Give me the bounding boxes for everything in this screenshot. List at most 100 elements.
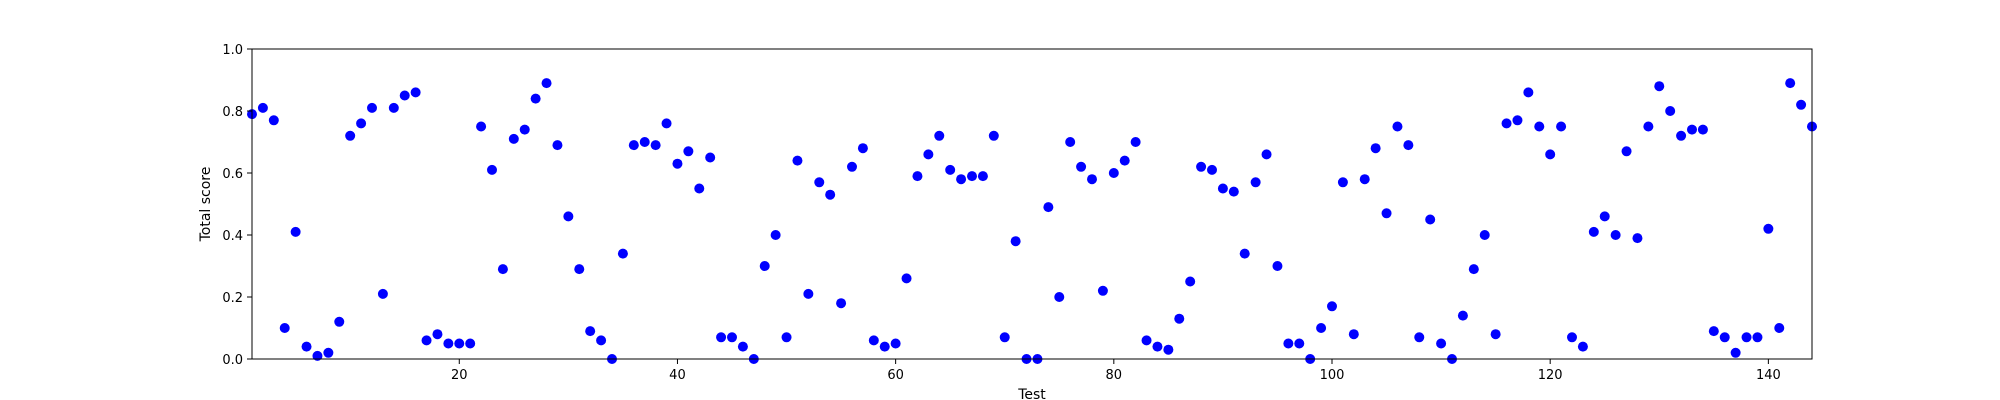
data-point	[1403, 140, 1414, 151]
data-point	[388, 102, 399, 113]
data-point	[694, 183, 705, 194]
data-point	[868, 335, 879, 346]
data-point	[476, 121, 487, 132]
data-point	[825, 189, 836, 200]
data-point	[1512, 115, 1523, 126]
data-point	[1196, 161, 1207, 172]
x-tick-label: 40	[669, 368, 686, 383]
y-tick-label: 0.2	[222, 291, 243, 306]
data-point	[1294, 338, 1305, 349]
data-point	[301, 341, 312, 352]
data-point	[519, 124, 530, 135]
y-tick-label: 0.0	[222, 353, 243, 368]
data-point	[792, 155, 803, 166]
data-point	[1654, 81, 1665, 92]
data-point	[1130, 137, 1141, 147]
x-tick-label: 20	[451, 368, 468, 383]
data-point	[661, 118, 672, 129]
data-point	[1457, 310, 1468, 321]
data-point	[672, 158, 683, 169]
plot-area-frame	[251, 48, 1813, 360]
y-axis: 0.0 0.2 0.4 0.6 0.8 1.0	[222, 43, 252, 368]
data-point	[1468, 264, 1479, 275]
data-point	[432, 329, 443, 340]
data-point	[1010, 236, 1021, 247]
data-point	[1097, 285, 1108, 296]
x-tick-label: 80	[1106, 368, 1123, 383]
data-point	[1207, 164, 1217, 175]
data-point	[268, 115, 279, 126]
data-point	[1730, 347, 1741, 358]
data-point	[934, 130, 945, 141]
data-point	[487, 164, 497, 175]
data-point	[356, 118, 367, 129]
data-point	[1501, 118, 1512, 129]
data-point	[1436, 338, 1447, 349]
data-point	[1272, 261, 1283, 271]
data-point	[1141, 335, 1152, 346]
y-tick-label: 0.4	[222, 229, 243, 244]
data-point	[1283, 338, 1294, 349]
data-point	[1228, 186, 1239, 197]
data-point	[879, 341, 890, 352]
data-point	[1414, 332, 1425, 343]
data-point	[596, 335, 607, 346]
data-point	[1523, 87, 1534, 98]
data-point	[1250, 177, 1261, 188]
data-point	[1152, 341, 1163, 352]
data-point	[1610, 230, 1621, 240]
data-point	[497, 264, 508, 275]
x-tick-label: 140	[1756, 368, 1781, 383]
data-point	[257, 102, 268, 113]
data-point	[585, 326, 596, 337]
data-point	[912, 171, 923, 182]
data-point	[781, 332, 792, 343]
y-tick-label: 0.6	[222, 167, 243, 182]
data-point	[999, 332, 1010, 343]
data-point	[552, 140, 563, 151]
data-point	[1174, 313, 1185, 324]
data-point	[1217, 183, 1228, 194]
data-point	[279, 323, 290, 333]
data-point	[1163, 344, 1174, 355]
x-axis: 20 40 60 80 100 120 140	[451, 359, 1781, 383]
data-point	[770, 230, 781, 240]
data-point	[1479, 230, 1490, 240]
points-layer	[247, 78, 1817, 364]
data-point	[1599, 211, 1610, 222]
data-point	[1697, 124, 1708, 135]
data-point	[1676, 130, 1687, 141]
data-point	[1556, 121, 1567, 132]
data-point	[1632, 233, 1643, 244]
data-point	[705, 152, 716, 163]
data-point	[465, 338, 476, 349]
data-point	[650, 140, 661, 151]
data-point	[290, 226, 301, 237]
data-point	[454, 338, 465, 349]
data-point	[1370, 143, 1381, 154]
data-point	[617, 248, 628, 259]
data-point	[530, 93, 541, 104]
data-point	[923, 149, 934, 160]
data-point	[967, 171, 977, 182]
y-tick-label: 0.8	[222, 105, 243, 120]
data-point	[1534, 121, 1545, 132]
data-point	[1359, 174, 1370, 185]
data-point	[399, 90, 410, 101]
data-point	[1381, 208, 1392, 219]
data-point	[1687, 124, 1697, 135]
data-point	[1239, 248, 1250, 259]
data-point	[1774, 323, 1785, 333]
data-point	[727, 332, 737, 343]
data-point	[1796, 99, 1807, 110]
data-point	[1348, 329, 1359, 340]
data-point	[1621, 146, 1632, 157]
data-point	[814, 177, 825, 188]
data-point	[890, 338, 901, 349]
data-point	[1065, 137, 1076, 147]
data-point	[410, 87, 421, 98]
data-point	[1108, 168, 1119, 178]
data-point	[334, 316, 345, 327]
data-point	[639, 137, 650, 147]
